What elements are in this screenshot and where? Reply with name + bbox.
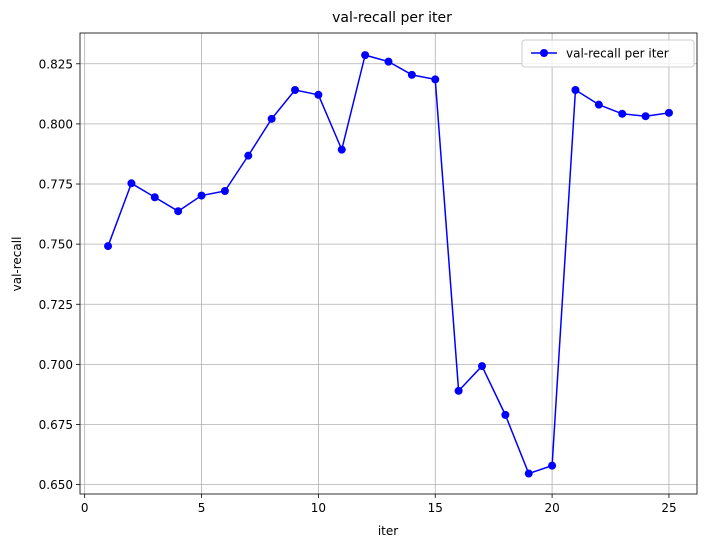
chart-title: val-recall per iter bbox=[332, 10, 452, 26]
data-point bbox=[127, 179, 136, 188]
x-tick-label: 20 bbox=[544, 501, 559, 515]
x-axis-label: iter bbox=[378, 524, 398, 538]
data-point bbox=[174, 207, 183, 216]
x-tick-label: 0 bbox=[81, 501, 89, 515]
y-tick-label: 0.825 bbox=[39, 57, 73, 71]
data-point bbox=[571, 85, 580, 94]
data-point bbox=[664, 108, 673, 117]
data-point bbox=[618, 109, 627, 118]
data-point bbox=[150, 193, 159, 202]
data-point bbox=[407, 70, 416, 79]
x-tick-label: 10 bbox=[311, 501, 326, 515]
data-point bbox=[641, 112, 650, 121]
legend-box bbox=[521, 39, 695, 68]
data-point bbox=[291, 85, 300, 94]
data-point bbox=[501, 410, 510, 419]
y-tick-label: 0.800 bbox=[39, 117, 73, 131]
y-tick-label: 0.650 bbox=[39, 478, 73, 492]
y-tick-label: 0.750 bbox=[39, 238, 73, 252]
data-point bbox=[244, 151, 253, 160]
y-tick-label: 0.700 bbox=[39, 358, 73, 372]
data-point bbox=[384, 57, 393, 66]
x-tick-label: 5 bbox=[198, 501, 206, 515]
data-point bbox=[548, 461, 557, 470]
y-tick-label: 0.675 bbox=[39, 418, 73, 432]
axes: 0 5 10 15 20 25 0.650 0.675 0.700 0.725 0.750 0.775… bbox=[39, 32, 698, 515]
data-point bbox=[524, 469, 533, 478]
data-point bbox=[197, 191, 206, 200]
data-point bbox=[267, 114, 276, 123]
legend-marker-sample bbox=[540, 49, 548, 57]
y-axis-label: val-recall bbox=[10, 237, 24, 292]
data-point bbox=[361, 51, 370, 60]
data-point bbox=[431, 75, 440, 84]
data-point bbox=[104, 242, 113, 251]
legend-label: val-recall per iter bbox=[566, 47, 669, 61]
data-point bbox=[314, 90, 323, 99]
series-layer bbox=[104, 51, 673, 478]
legend: val-recall per iter bbox=[521, 39, 695, 68]
data-point bbox=[337, 145, 346, 154]
plot-frame bbox=[79, 32, 698, 495]
x-tick-label: 25 bbox=[661, 501, 676, 515]
y-tick-label: 0.775 bbox=[39, 178, 73, 192]
data-point bbox=[594, 100, 603, 109]
data-point bbox=[454, 386, 463, 395]
data-point bbox=[477, 362, 486, 371]
data-point bbox=[220, 186, 229, 195]
x-tick-label: 15 bbox=[428, 501, 443, 515]
y-tick-label: 0.725 bbox=[39, 298, 73, 312]
